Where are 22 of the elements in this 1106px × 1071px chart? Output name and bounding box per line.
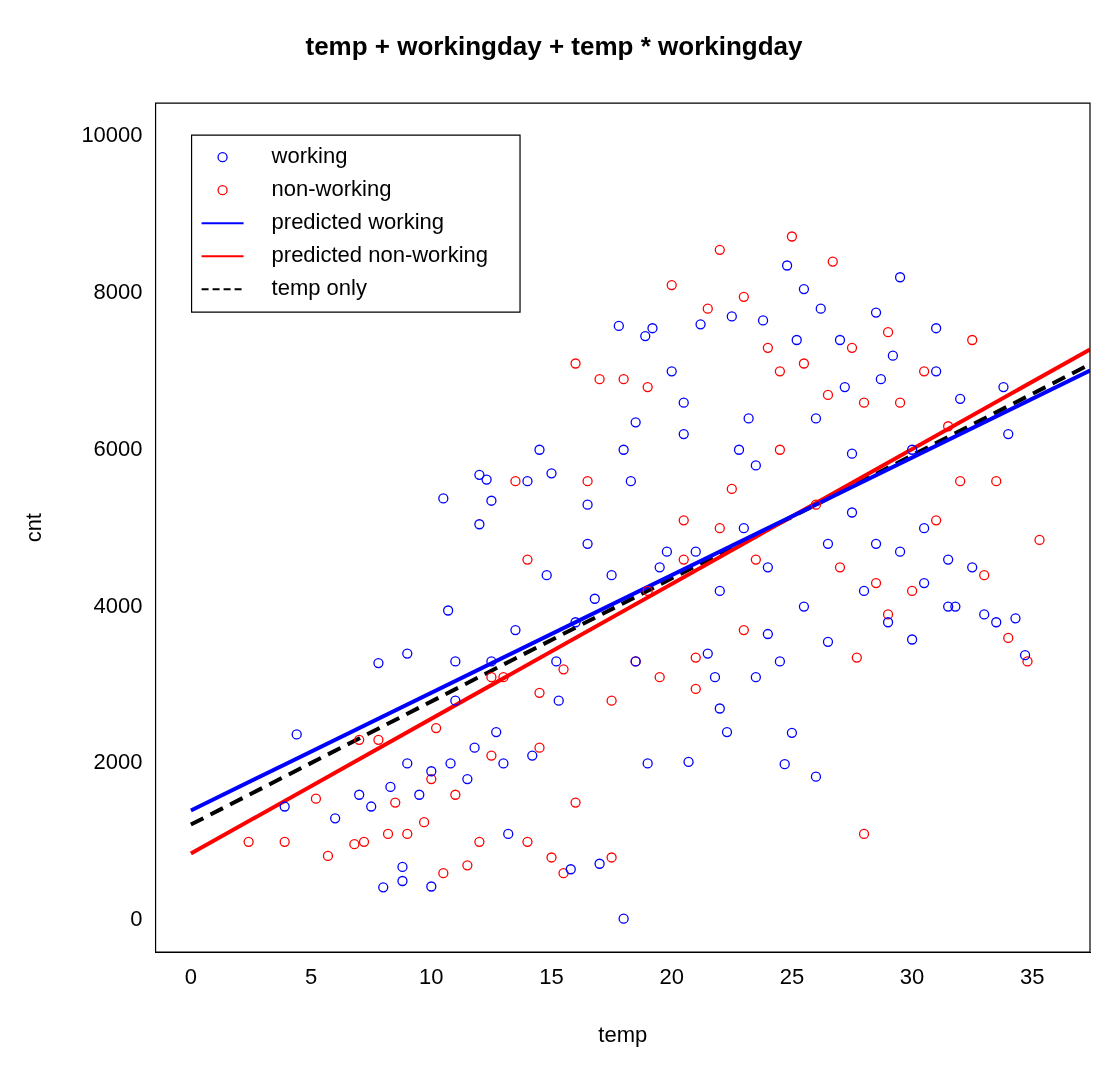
x-tick-label: 15 <box>539 964 564 990</box>
legend-label: predicted non-working <box>271 242 489 268</box>
x-tick-label: 30 <box>899 964 925 990</box>
y-tick-label: 10000 <box>81 122 143 148</box>
x-tick-label: 0 <box>184 964 198 990</box>
y-axis-title: cnt <box>21 513 47 543</box>
legend-label: working <box>270 143 348 169</box>
y-tick-label: 8000 <box>93 279 143 305</box>
x-tick-label: 20 <box>659 964 684 990</box>
y-tick-label: 4000 <box>93 592 143 618</box>
y-tick-label: 0 <box>130 906 143 932</box>
x-tick-label: 5 <box>304 964 318 990</box>
y-tick-label: 6000 <box>93 435 143 461</box>
chart-title: temp + workingday + temp * workingday <box>305 30 804 61</box>
x-tick-label: 10 <box>419 964 444 990</box>
legend-label: non-working <box>271 176 392 202</box>
legend-label: predicted working <box>271 209 445 235</box>
x-tick-label: 25 <box>779 964 805 990</box>
x-tick-label: 35 <box>1020 964 1045 990</box>
y-tick-label: 2000 <box>93 749 143 775</box>
x-axis-title: temp <box>598 1021 648 1047</box>
legend-label: temp only <box>271 275 367 301</box>
